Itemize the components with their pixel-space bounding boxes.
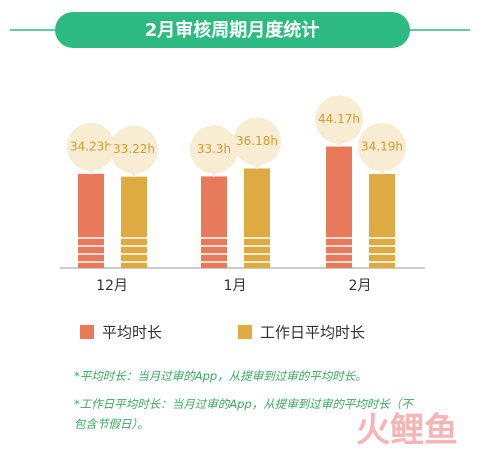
note: *平均时长：当月过审的App，从提审到过审的平均时长。 — [74, 369, 367, 383]
legend-swatch — [238, 325, 252, 339]
legend-label: 平均时长 — [102, 324, 162, 342]
legend-swatch — [80, 325, 94, 339]
x-tick-label: 1月 — [224, 278, 247, 294]
bar — [78, 173, 104, 268]
callout — [190, 125, 238, 174]
callout — [67, 122, 115, 171]
callout — [358, 122, 406, 171]
bar — [369, 173, 395, 268]
note: *工作日平均时长：当月过审的App，从提审到过审的平均时长（不包含节假日）。 — [74, 397, 413, 431]
value-label: 33.22h — [113, 142, 155, 156]
callout — [233, 117, 281, 166]
bar — [326, 146, 352, 268]
value-label: 36.18h — [236, 134, 278, 148]
callout — [315, 95, 363, 144]
value-label: 44.17h — [318, 112, 360, 126]
bar — [244, 168, 270, 268]
legend-label: 工作日平均时长 — [260, 324, 365, 342]
value-label: 33.3h — [197, 142, 231, 156]
callout — [110, 125, 158, 174]
value-label: 34.19h — [361, 139, 403, 153]
title-banner — [55, 12, 410, 48]
chart-title: 2月审核周期月度统计 — [145, 19, 320, 41]
watermark: 火鲤鱼 — [356, 411, 458, 451]
value-label: 34.23h — [70, 139, 112, 153]
bar — [121, 176, 147, 268]
x-tick-label: 12月 — [96, 278, 128, 294]
bar — [201, 176, 227, 268]
x-tick-label: 2月 — [349, 278, 372, 294]
